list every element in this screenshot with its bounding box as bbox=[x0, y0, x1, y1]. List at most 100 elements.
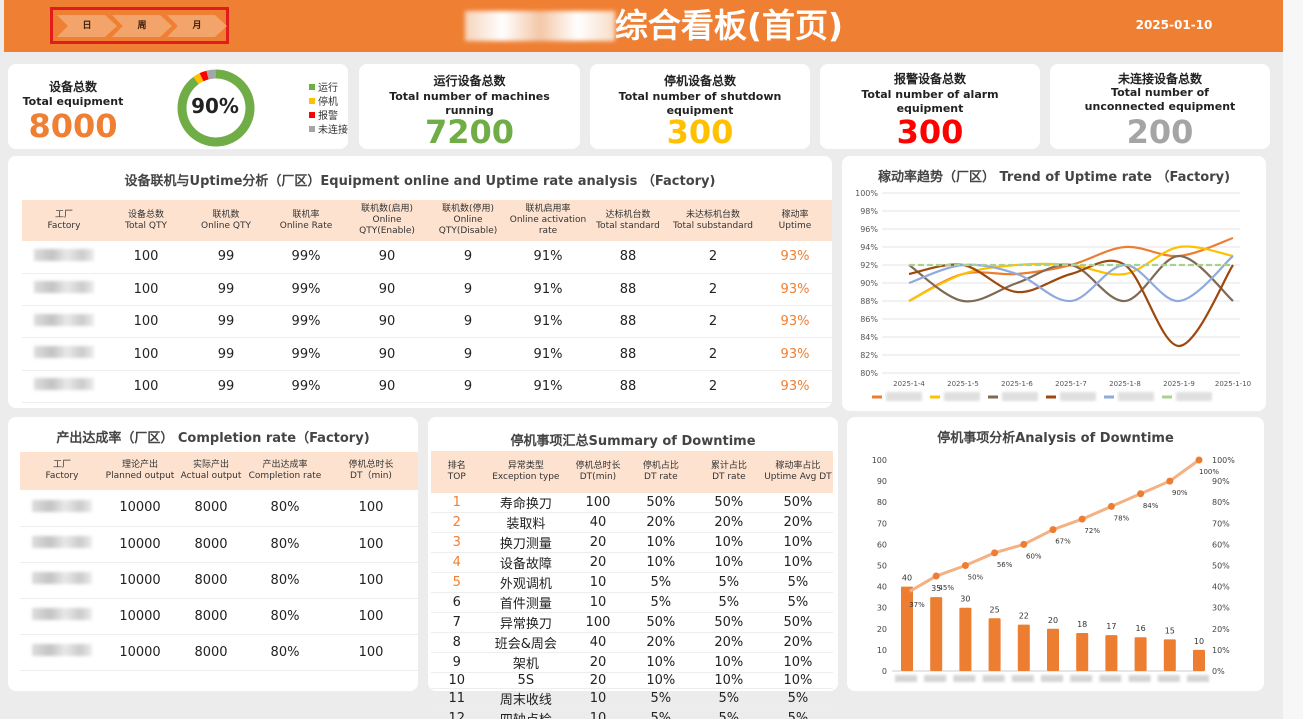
table-row: 8 班会&周会 40 20% 20% 20% bbox=[431, 632, 833, 653]
pareto-cumulative-label-5: 67% bbox=[1055, 538, 1071, 546]
completion-panel: 产出达成率（厂区） Completion rate（Factory) 工厂 Fac… bbox=[8, 417, 418, 691]
uptime-trend-title: 稼动率趋势（厂区） Trend of Uptime rate （Factory) bbox=[877, 170, 1231, 185]
downtime-cell: 5% bbox=[762, 592, 833, 613]
completion-cell: 10000 bbox=[104, 490, 176, 527]
legend-alarm: 报警 bbox=[309, 110, 338, 123]
pareto-cumulative-point-8 bbox=[1137, 490, 1145, 498]
pareto-bar-label-5: 20 bbox=[1048, 616, 1058, 625]
online-cell: 99% bbox=[266, 370, 346, 403]
pareto-bar-label-2: 30 bbox=[960, 595, 970, 604]
downtime-cell: 异常换刀 bbox=[482, 612, 570, 633]
downtime-cell: 9 bbox=[431, 652, 483, 673]
online-cell: 91% bbox=[508, 305, 588, 339]
online-cell: 100 bbox=[106, 370, 186, 403]
online-cell: 93% bbox=[758, 305, 832, 339]
online-cell: 99% bbox=[266, 305, 346, 339]
online-cell: 90 bbox=[346, 370, 428, 403]
tab-month[interactable]: 月 bbox=[167, 15, 227, 37]
pareto-y2tick: 80% bbox=[1212, 498, 1230, 507]
pareto-bar-label-0: 40 bbox=[902, 574, 912, 583]
table-row: 100 99 99% 90 9 91% 88 2 93% bbox=[22, 273, 832, 307]
pareto-ytick: 60 bbox=[877, 540, 887, 549]
downtime-cell: 20 bbox=[569, 652, 627, 673]
downtime-cell: 10% bbox=[762, 552, 833, 573]
completion-cell: 100 bbox=[324, 598, 418, 635]
completion-cell: 100 bbox=[324, 562, 418, 599]
completion-header-1: 理论产出 Planned output bbox=[104, 452, 176, 490]
table-row: 6 首件测量 10 5% 5% 5% bbox=[431, 592, 833, 613]
factory-name-blurred bbox=[20, 526, 104, 563]
pareto-bar-7 bbox=[1105, 635, 1118, 671]
pareto-cumulative-label-1: 45% bbox=[938, 584, 954, 592]
online-cell: 93% bbox=[758, 241, 832, 274]
donut-percent: 90% bbox=[191, 94, 239, 118]
trend-xtick: 2025-1-4 bbox=[893, 380, 925, 388]
completion-cell: 80% bbox=[246, 562, 324, 599]
pareto-bar-3 bbox=[988, 618, 1001, 671]
factory-name-blurred bbox=[22, 241, 106, 274]
downtime-cell: 12 bbox=[431, 708, 483, 719]
downtime-cell: 设备故障 bbox=[482, 552, 570, 573]
pareto-ytick: 40 bbox=[877, 583, 887, 592]
blurred-title-prefix bbox=[464, 11, 615, 41]
uptime-donut-chart bbox=[177, 69, 255, 147]
pareto-bar-10 bbox=[1193, 649, 1205, 671]
online-header-0: 工厂 Factory bbox=[22, 200, 106, 241]
online-cell: 99 bbox=[186, 241, 266, 274]
downtime-cell: 5% bbox=[626, 708, 695, 719]
downtime-cell: 10% bbox=[694, 532, 763, 553]
table-row: 100 99 99% 90 9 91% 88 2 93% bbox=[22, 305, 832, 339]
downtime-cell: 50% bbox=[694, 612, 763, 633]
online-header-7: 达标机台数 Total standard bbox=[588, 200, 668, 241]
online-cell: 99% bbox=[266, 273, 346, 307]
pareto-cumulative-label-3: 56% bbox=[997, 561, 1013, 569]
online-cell: 2 bbox=[668, 370, 758, 403]
factory-name-blurred bbox=[20, 634, 104, 671]
downtime-cell: 50% bbox=[694, 493, 763, 513]
downtime-header-5: 稼动率占比 Uptime Avg DT bbox=[762, 451, 833, 493]
trend-ytick: 94% bbox=[860, 243, 878, 252]
table-row: 10000 8000 80% 100 bbox=[20, 634, 418, 671]
downtime-cell: 20 bbox=[569, 552, 627, 573]
tab-day[interactable]: 日 bbox=[57, 15, 117, 37]
trend-series-line-2 bbox=[908, 254, 1234, 303]
downtime-analysis-panel: 停机事项分析Analysis of Downtime 0 0% 10 10% 20 20%… bbox=[847, 417, 1264, 691]
page-title: 综合看板(首页) bbox=[344, 2, 964, 50]
downtime-cell: 3 bbox=[431, 532, 483, 553]
online-cell: 88 bbox=[588, 241, 668, 274]
completion-cell: 80% bbox=[246, 490, 324, 527]
pareto-cumulative-label-2: 50% bbox=[968, 574, 984, 582]
trend-ytick: 88% bbox=[860, 297, 878, 306]
online-cell: 9 bbox=[428, 305, 508, 339]
legend-unconnected: 未连接 bbox=[309, 124, 348, 137]
pareto-bar-4 bbox=[1017, 624, 1030, 671]
online-cell: 99 bbox=[186, 305, 266, 339]
tab-week[interactable]: 周 bbox=[112, 15, 172, 37]
downtime-cell: 20 bbox=[569, 672, 627, 689]
downtime-cell: 20% bbox=[694, 512, 763, 533]
legend-running: 运行 bbox=[309, 82, 338, 95]
legend-running-swatch bbox=[309, 84, 315, 90]
legend-unconnected-label: 未连接 bbox=[318, 125, 348, 136]
page-scrollbar-track[interactable] bbox=[1283, 0, 1303, 719]
table-row: 10000 8000 80% 100 bbox=[20, 490, 418, 527]
pareto-bar-label-8: 16 bbox=[1136, 624, 1146, 633]
online-cell: 88 bbox=[588, 273, 668, 307]
table-row: 10000 8000 80% 100 bbox=[20, 562, 418, 599]
completion-cell: 8000 bbox=[176, 526, 246, 563]
downtime-cell: 外观调机 bbox=[482, 572, 570, 593]
trend-legend-name-blurred-5 bbox=[1176, 392, 1212, 401]
downtime-cell: 10 bbox=[569, 592, 627, 613]
pareto-y2tick: 50% bbox=[1212, 562, 1230, 571]
table-row: 9 架机 20 10% 10% 10% bbox=[431, 652, 833, 673]
pareto-category-blurred-8 bbox=[1128, 675, 1151, 682]
completion-cell: 10000 bbox=[104, 562, 176, 599]
online-cell: 9 bbox=[428, 241, 508, 274]
uptime-trend-panel: 稼动率趋势（厂区） Trend of Uptime rate （Factory)… bbox=[842, 156, 1266, 411]
trend-ytick: 80% bbox=[860, 369, 878, 378]
legend-alarm-swatch bbox=[309, 112, 315, 118]
table-row: 10 5S 20 10% 10% 10% bbox=[431, 672, 833, 689]
pareto-cumulative-label-4: 60% bbox=[1026, 552, 1042, 560]
downtime-cell: 50% bbox=[762, 612, 833, 633]
downtime-cell: 5% bbox=[762, 708, 833, 719]
